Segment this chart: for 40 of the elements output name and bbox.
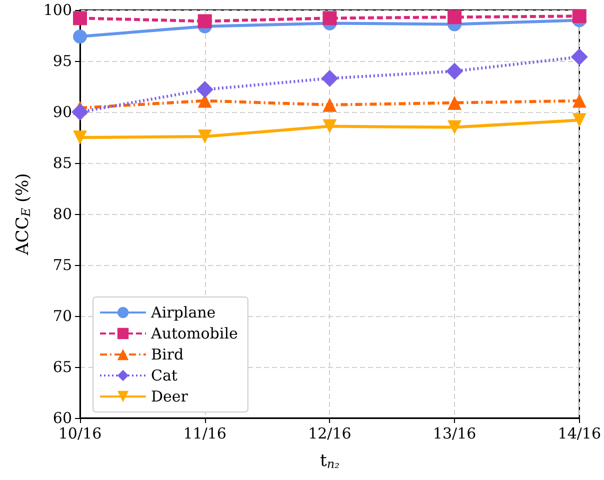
x-tick-label: 13/16 [432, 424, 476, 442]
y-tick-label: 100 [43, 1, 72, 19]
y-tick-label: 60 [52, 409, 72, 427]
y-tick-label: 75 [52, 256, 72, 274]
point [448, 96, 462, 110]
point [321, 70, 338, 87]
legend-label: Deer [151, 388, 189, 406]
point [198, 14, 212, 28]
point [572, 113, 586, 128]
y-tick-label: 85 [52, 154, 72, 172]
y-tick-label: 70 [52, 307, 72, 325]
y-axis-title: ACCE (%) [13, 173, 33, 256]
legend-label: Bird [151, 346, 184, 364]
point [572, 94, 586, 108]
x-tick-label: 11/16 [183, 424, 226, 442]
point [73, 130, 87, 144]
point [446, 62, 464, 80]
point [448, 10, 462, 24]
legend-label: Automobile [150, 324, 238, 342]
y-tick-label: 80 [52, 205, 72, 223]
point [448, 120, 462, 134]
legend-label: Cat [151, 366, 178, 384]
point [322, 11, 337, 26]
y-tick-label: 90 [52, 103, 72, 121]
x-axis-title: tn₂ [320, 451, 340, 471]
point [196, 81, 214, 98]
x-tick-label: 10/16 [58, 424, 102, 442]
point [572, 9, 586, 24]
point [322, 119, 337, 134]
point [73, 11, 87, 26]
point [198, 129, 212, 144]
point [73, 30, 87, 44]
point [72, 104, 88, 120]
y-tick-label: 65 [52, 358, 72, 376]
point [570, 48, 588, 66]
x-tick-label: 12/16 [308, 424, 352, 442]
point [322, 98, 337, 112]
y-tick-label: 95 [52, 52, 72, 70]
legend-label: Airplane [150, 304, 216, 322]
x-tick-label: 14/16 [558, 424, 602, 442]
